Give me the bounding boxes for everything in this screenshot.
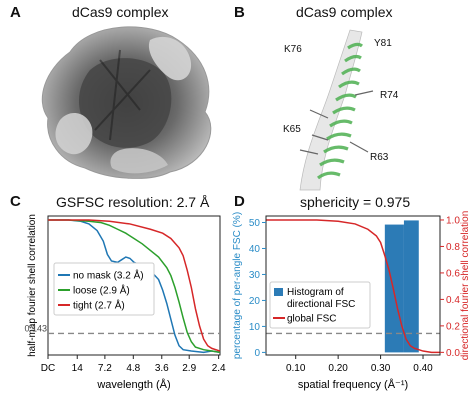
chart-d-y-left-tick-label: 40 — [249, 244, 261, 255]
chart-d-frame — [265, 215, 441, 356]
chart-d-y-left-tick-label: 30 — [249, 270, 261, 281]
chart-c-x-tick-label: 4.8 — [126, 363, 140, 374]
chart-c-legend-entry: loose (2.9 Å) — [73, 284, 130, 297]
chart-d-y-left-tick-label: 0 — [254, 348, 260, 359]
chart-c-frame — [47, 215, 221, 356]
chart-c-threshold-label: 0.143 — [24, 323, 47, 333]
chart-d-y-right-axis-label: directional fourier shell correlation — [460, 211, 471, 361]
chart-c-series-line — [48, 219, 221, 352]
chart-c-legend-entry: tight (2.7 Å) — [73, 299, 125, 312]
chart-c-y-axis-label: half-map fourier shell correlation — [27, 214, 38, 357]
chart-c-x-tick-label: 2.9 — [182, 363, 196, 374]
panel-b-title: dCas9 complex — [296, 4, 393, 20]
chart-c-series-line — [48, 219, 221, 354]
chart-c-x-tick-label: 3.6 — [155, 363, 169, 374]
chart-d-legend — [269, 281, 371, 329]
chart-d-y-right-tick-label: 0.4 — [446, 295, 460, 306]
panel-c-title: GSFSC resolution: 2.7 Å — [56, 194, 210, 210]
residue-label-k65: K65 — [283, 124, 301, 135]
chart-d-y-right-tick-label: 0.8 — [446, 242, 460, 253]
chart-d-y-left-tick-label: 50 — [249, 218, 261, 229]
residue-label-y81: Y81 — [374, 38, 392, 49]
panel-d-title: sphericity = 0.975 — [300, 194, 411, 210]
panel-b-helix-model — [299, 29, 374, 191]
chart-c-x-tick-label: DC — [41, 363, 55, 374]
chart-d-legend-entry-histogram: Histogram of directional FSC — [287, 287, 355, 310]
chart-d-histogram-bar — [403, 220, 419, 353]
residue-label-r74: R74 — [380, 90, 399, 101]
chart-d-y-left-tick-label: 10 — [249, 322, 261, 333]
density-map-shape — [41, 26, 212, 179]
chart-c-x-tick-label: 2.4 — [212, 363, 226, 374]
chart-c-legend-entry: no mask (3.2 Å) — [73, 269, 144, 282]
chart-d-y-right-tick-label: 1.0 — [446, 215, 460, 226]
chart-d-x-axis-label: spatial frequency (Å⁻¹) — [298, 378, 408, 391]
chart-d-y-right-tick-label: 0.6 — [446, 268, 460, 279]
chart-c-x-axis-label: wavelength (Å) — [96, 378, 170, 391]
chart-c-x-tick-label: 7.2 — [98, 363, 112, 374]
panel-b-letter: B — [234, 4, 245, 21]
chart-d-y-left-tick-label: 20 — [249, 296, 261, 307]
panel-a-title: dCas9 complex — [72, 4, 169, 20]
panel-c-letter: C — [10, 193, 21, 210]
chart-c-x-tick-label: 14 — [72, 363, 84, 374]
chart-d-x-tick-label: 0.20 — [328, 363, 348, 374]
chart-d-legend-entry-global: global FSC — [287, 314, 336, 325]
chart-d-x-tick-label: 0.10 — [286, 363, 306, 374]
residue-label-k76: K76 — [284, 44, 302, 55]
chart-d-global-fsc-line — [266, 219, 440, 354]
chart-d-histogram-bar — [384, 224, 404, 353]
chart-d-x-tick-label: 0.40 — [413, 363, 433, 374]
chart-d-y-right-tick-label: 0.0 — [446, 348, 460, 359]
panel-d-letter: D — [234, 193, 245, 210]
chart-d-x-tick-label: 0.30 — [371, 363, 391, 374]
residue-label-r63: R63 — [370, 152, 389, 163]
chart-d-y-right-tick-label: 0.2 — [446, 321, 460, 332]
chart-d-legend-bar-swatch — [274, 288, 283, 296]
chart-d-y-left-axis-label: percentage of per-angle FSC (%) — [232, 212, 243, 359]
panel-a-letter: A — [10, 4, 21, 21]
chart-c-legend — [53, 262, 155, 316]
